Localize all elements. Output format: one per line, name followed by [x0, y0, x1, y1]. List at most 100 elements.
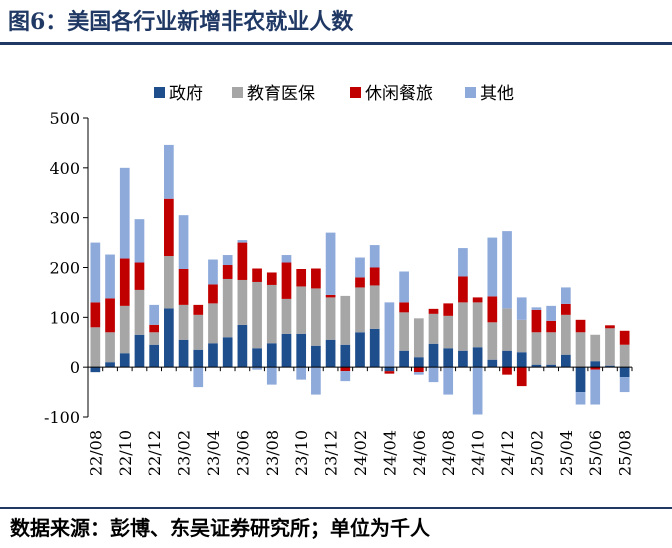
bar-23/06-series-1 [237, 279, 248, 325]
x-tick-label: 24/12 [498, 430, 517, 476]
bar-22/09-series-1 [105, 332, 115, 363]
x-tick-label: 24/10 [469, 430, 488, 476]
bar-23/03-series-2 [193, 304, 204, 315]
bar-24/07-series-3 [428, 367, 439, 383]
bar-23/11-series-3 [311, 367, 321, 395]
title-divider [0, 42, 672, 45]
bar-25/04-series-0 [560, 354, 571, 368]
bar-23/02-series-0 [178, 339, 189, 368]
bar-23/08-series-3 [266, 367, 277, 385]
bar-22/09-series-3 [105, 254, 115, 299]
bar-25/06-series-1 [590, 334, 601, 362]
bar-25/01-series-2 [516, 367, 527, 387]
bar-23/01-series-3 [164, 144, 174, 199]
bar-24/07-series-2 [428, 308, 439, 314]
bar-23/08-series-2 [266, 272, 277, 285]
bar-25/08-series-1 [619, 344, 630, 368]
y-tick-label: 0 [70, 358, 80, 377]
bar-23/10-series-0 [296, 333, 307, 368]
bar-22/10-series-1 [119, 305, 130, 354]
bar-24/11-series-0 [487, 359, 498, 368]
bar-23/12-series-0 [325, 339, 336, 368]
bar-24/03-series-0 [369, 328, 380, 368]
bar-24/08-series-3 [443, 367, 454, 395]
bar-25/02-series-3 [531, 307, 542, 310]
bar-24/05-series-1 [399, 312, 409, 351]
bar-25/02-series-2 [531, 309, 542, 333]
y-tick-label: -100 [44, 408, 80, 427]
bar-22/10-series-0 [119, 353, 130, 368]
bar-24/09-series-0 [458, 350, 468, 368]
bar-25/06-series-2 [590, 367, 601, 370]
bar-24/10-series-1 [472, 302, 483, 348]
bar-24/12-series-3 [502, 231, 512, 309]
bar-24/02-series-2 [355, 277, 365, 288]
bar-23/04-series-2 [208, 284, 218, 304]
bar-23/02-series-1 [178, 304, 189, 340]
y-tick-label: 500 [49, 109, 80, 128]
bar-25/02-series-0 [531, 364, 542, 368]
bar-22/08-series-2 [90, 302, 101, 328]
bar-25/07-series-0 [605, 365, 615, 368]
bar-23/09-series-3 [281, 255, 292, 263]
bar-24/01-series-3 [340, 371, 351, 382]
axes-layer: -100 0 100 200 300 400 500 22/08 22/10 22/12 23/02… [44, 109, 635, 476]
legend-swatch-2 [350, 87, 361, 98]
bar-25/07-series-1 [605, 328, 615, 366]
bar-23/12-series-1 [325, 297, 336, 340]
bar-24/10-series-3 [472, 367, 483, 415]
bar-22/08-series-3 [90, 242, 101, 303]
bar-22/11-series-1 [134, 289, 145, 335]
x-tick-label: 25/08 [616, 430, 635, 476]
bar-25/02-series-1 [531, 332, 542, 365]
bar-23/10-series-3 [296, 367, 307, 380]
y-tick-label: 400 [49, 159, 80, 178]
y-tick-label: 300 [49, 209, 80, 228]
bar-24/11-series-3 [487, 237, 498, 297]
bar-24/03-series-1 [369, 285, 380, 329]
bar-22/12-series-2 [149, 324, 160, 333]
bar-25/07-series-2 [605, 325, 615, 329]
bar-24/07-series-0 [428, 343, 439, 368]
bar-24/05-series-2 [399, 302, 409, 313]
bar-24/04-series-0 [384, 367, 395, 372]
legend-swatch-0 [154, 87, 165, 98]
bar-24/12-series-0 [502, 350, 512, 368]
x-tick-label: 23/08 [263, 430, 282, 476]
bar-23/07-series-2 [252, 268, 262, 282]
legend-swatch-3 [465, 87, 476, 98]
x-tick-label: 23/04 [204, 430, 223, 476]
bar-23/05-series-2 [222, 265, 233, 279]
bar-24/01-series-0 [340, 344, 351, 368]
bar-23/11-series-0 [311, 345, 321, 368]
bar-22/10-series-2 [119, 258, 130, 306]
bar-24/04-series-3 [384, 302, 395, 368]
figure-title: 图6：美国各行业新增非农就业人数 [8, 9, 354, 35]
bar-24/02-series-3 [355, 257, 365, 278]
bar-23/12-series-2 [325, 294, 336, 298]
bar-23/02-series-2 [178, 269, 189, 305]
x-tick-label: 22/12 [145, 430, 164, 476]
bar-22/09-series-0 [105, 362, 115, 368]
bar-22/10-series-3 [119, 167, 130, 259]
bar-23/10-series-2 [296, 269, 307, 287]
bar-24/02-series-0 [355, 332, 365, 368]
bar-24/12-series-1 [502, 308, 512, 351]
legend-label-2: 休闲餐旅 [365, 84, 433, 104]
legend-label-0: 政府 [169, 84, 203, 104]
bar-24/07-series-1 [428, 313, 439, 344]
bar-23/08-series-1 [266, 284, 277, 344]
bar-23/05-series-0 [222, 337, 233, 368]
y-tick-label: 100 [49, 308, 80, 327]
bar-24/06-series-3 [413, 372, 424, 375]
bar-24/08-series-2 [443, 303, 454, 316]
bar-25/04-series-2 [560, 303, 571, 315]
bar-22/09-series-2 [105, 298, 115, 333]
bar-23/04-series-1 [208, 303, 218, 344]
x-tick-label: 25/04 [557, 430, 576, 476]
bar-24/02-series-1 [355, 287, 365, 333]
bar-25/03-series-2 [546, 320, 556, 333]
bar-24/01-series-2 [340, 367, 351, 372]
bar-23/11-series-2 [311, 268, 321, 289]
bar-24/05-series-3 [399, 271, 409, 303]
